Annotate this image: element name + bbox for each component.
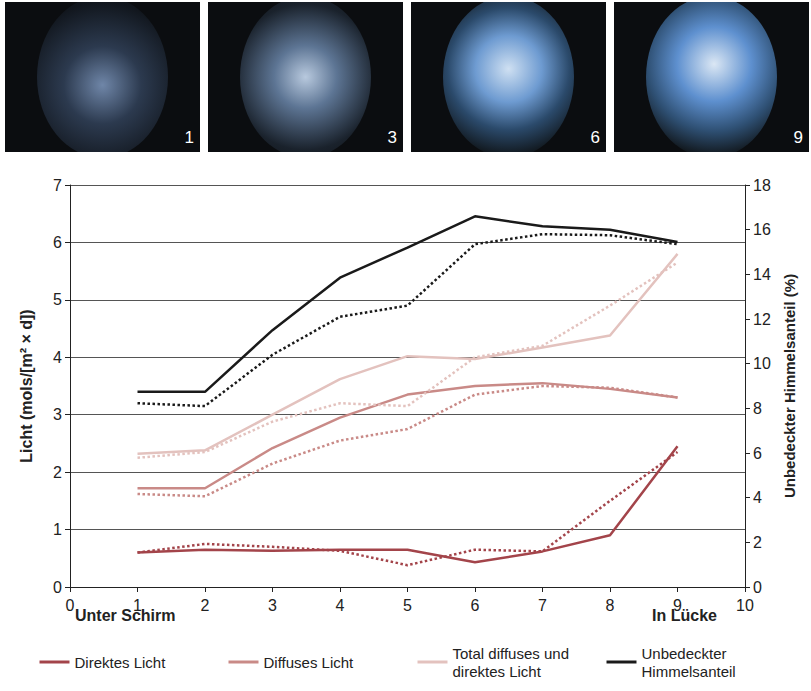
html-text:3: 3 — [387, 128, 397, 147]
svg-text:9: 9 — [673, 597, 682, 614]
svg-text:8: 8 — [606, 597, 615, 614]
svg-text:0: 0 — [753, 579, 762, 596]
svg-text:12: 12 — [753, 311, 771, 328]
html-text:1: 1 — [184, 128, 194, 147]
svg-text:5: 5 — [403, 597, 412, 614]
svg-text:Unbedeckter Himmelsanteil (%): Unbedeckter Himmelsanteil (%) — [781, 274, 798, 498]
svg-text:4: 4 — [336, 597, 345, 614]
svg-text:0: 0 — [53, 579, 62, 596]
svg-text:direktes Licht: direktes Licht — [453, 663, 542, 680]
svg-text:10: 10 — [736, 597, 754, 614]
svg-text:1: 1 — [53, 521, 62, 538]
svg-text:1: 1 — [133, 597, 142, 614]
svg-text:Himmelsanteil: Himmelsanteil — [642, 663, 736, 680]
svg-text:Direktes Licht: Direktes Licht — [75, 654, 167, 671]
svg-text:Unter Schirm: Unter Schirm — [75, 607, 175, 624]
svg-text:In Lücke: In Lücke — [652, 607, 717, 624]
html-text:6: 6 — [590, 128, 600, 147]
svg-text:10: 10 — [753, 355, 771, 372]
html-text:9: 9 — [793, 128, 803, 147]
svg-text:2: 2 — [53, 464, 62, 481]
svg-text:8: 8 — [753, 400, 762, 417]
svg-text:Total diffuses und: Total diffuses und — [453, 645, 574, 662]
svg-text:Unbedeckter: Unbedeckter — [642, 645, 731, 662]
svg-text:3: 3 — [53, 406, 62, 423]
svg-text:2: 2 — [753, 534, 762, 551]
svg-text:6: 6 — [471, 597, 480, 614]
svg-text:18: 18 — [753, 177, 771, 194]
svg-text:3: 3 — [268, 597, 277, 614]
svg-text:2: 2 — [201, 597, 210, 614]
svg-text:16: 16 — [753, 221, 771, 238]
svg-text:6: 6 — [753, 445, 762, 462]
svg-text:Diffuses Licht: Diffuses Licht — [264, 654, 355, 671]
svg-text:7: 7 — [538, 597, 547, 614]
svg-text:6: 6 — [53, 234, 62, 251]
svg-text:5: 5 — [53, 291, 62, 308]
svg-text:7: 7 — [53, 177, 62, 194]
svg-text:4: 4 — [753, 489, 762, 506]
svg-text:0: 0 — [66, 597, 75, 614]
svg-text:4: 4 — [53, 349, 62, 366]
svg-text:Licht (mols/[m² × d]): Licht (mols/[m² × d]) — [18, 309, 35, 462]
svg-text:14: 14 — [753, 266, 771, 283]
